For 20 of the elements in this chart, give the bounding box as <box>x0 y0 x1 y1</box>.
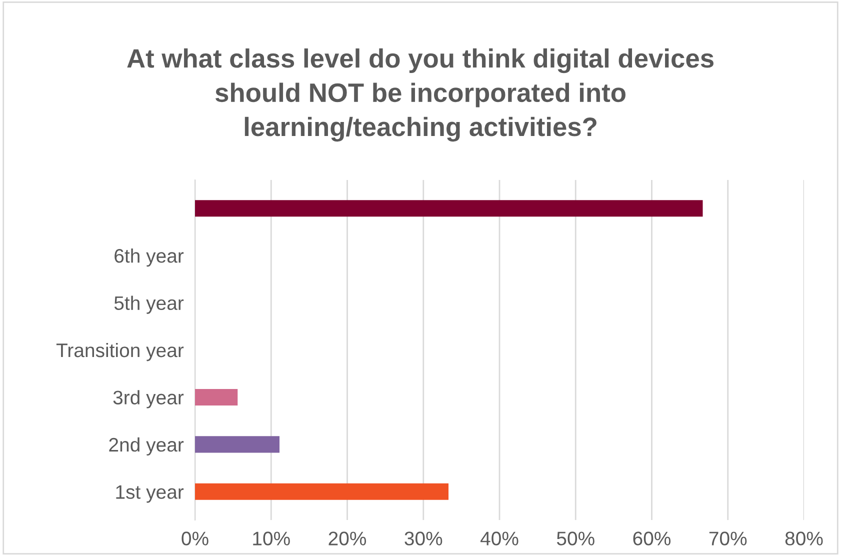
x-tick-label: 70% <box>709 532 747 546</box>
bar <box>195 436 280 453</box>
y-tick-label: 1st year <box>116 485 184 503</box>
x-tick-label: 50% <box>556 532 594 546</box>
y-tick-label: 3rd year <box>113 390 184 408</box>
y-tick-label: 6th year <box>114 248 184 267</box>
x-tick-label: 0% <box>182 532 208 546</box>
x-tick-label: 30% <box>404 532 442 546</box>
x-tick-label: 10% <box>253 532 290 546</box>
bar <box>195 200 703 217</box>
chart-title: At what class level do you think digital devices should NOT be incorporated into learning/teaching activities? <box>127 48 714 142</box>
x-tick-label: 20% <box>328 532 366 546</box>
x-tick-label: 60% <box>633 532 671 546</box>
bar <box>195 388 238 406</box>
y-tick-label: 5th year <box>114 296 184 314</box>
x-tick-label: 80% <box>785 532 823 546</box>
y-tick-label: Transition year <box>56 342 184 362</box>
bar <box>195 483 448 500</box>
y-tick-label: 2nd year <box>109 437 184 456</box>
x-tick-label: 40% <box>480 532 518 546</box>
